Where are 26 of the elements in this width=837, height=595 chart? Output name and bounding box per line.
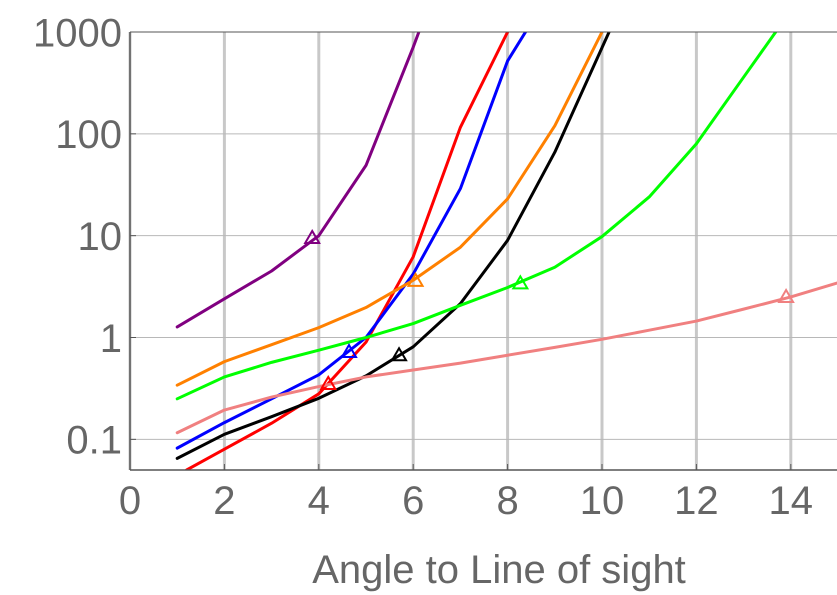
x-tick-label: 8 xyxy=(496,479,519,523)
x-axis-title: Angle to Line of sight xyxy=(312,548,686,592)
line-series xyxy=(176,32,420,328)
x-tick-label: 6 xyxy=(402,479,424,523)
y-tick-label: 100 xyxy=(55,113,122,158)
x-tick-label: 10 xyxy=(580,479,624,523)
y-tick-label: 0.1 xyxy=(66,418,122,463)
line-series xyxy=(176,281,837,434)
line-series xyxy=(176,32,611,460)
y-tick-label: 10 xyxy=(78,215,122,260)
y-tick-label: 1000 xyxy=(33,11,122,56)
x-tick-label: 0 xyxy=(118,479,142,523)
line-series xyxy=(176,32,778,400)
x-tick-label: 14 xyxy=(768,479,814,523)
point xyxy=(408,272,424,287)
y-tick-label: 1 xyxy=(100,316,122,361)
point xyxy=(512,275,528,290)
point xyxy=(304,230,320,244)
x-tick-label: 2 xyxy=(213,479,236,523)
point xyxy=(778,288,794,303)
point xyxy=(391,347,408,362)
line-series xyxy=(176,32,604,387)
point xyxy=(320,376,336,390)
point xyxy=(341,344,358,358)
x-tick-label: 4 xyxy=(308,479,330,523)
x-tick-label: 12 xyxy=(674,479,719,523)
